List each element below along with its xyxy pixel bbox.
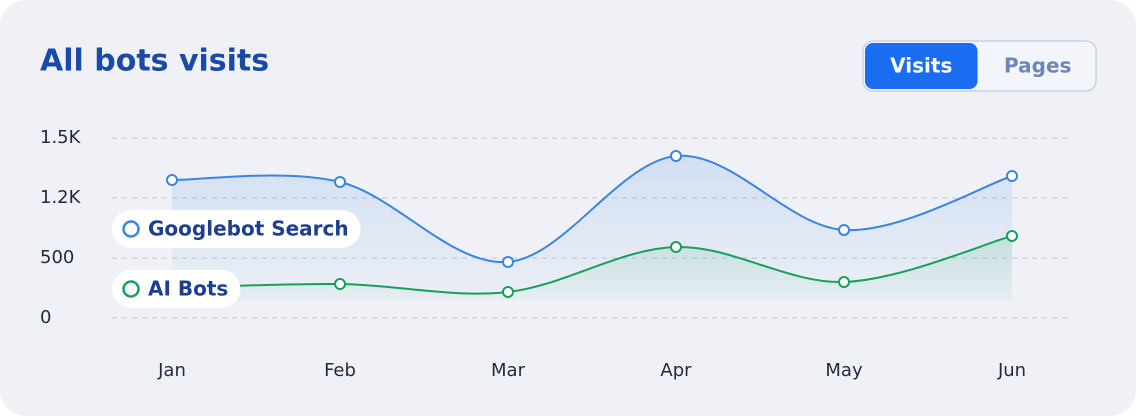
y-tick-label: 0 xyxy=(40,307,51,328)
point xyxy=(502,285,514,298)
y-tick-label: 1.5K xyxy=(40,127,82,148)
point xyxy=(1006,229,1018,242)
point xyxy=(502,255,514,268)
toggle: Visits Pages xyxy=(865,43,1071,89)
legend-icon xyxy=(122,280,140,298)
point xyxy=(670,241,682,254)
point xyxy=(838,276,850,288)
y-tick-label: 500 xyxy=(40,247,74,268)
area xyxy=(172,155,1012,300)
y-tick-label: 1.2K xyxy=(40,187,82,208)
legend-pill xyxy=(112,270,241,308)
point xyxy=(1006,170,1018,182)
line xyxy=(171,154,1013,263)
x-tick-label: Jun xyxy=(997,360,1026,381)
toggle-option[interactable]: Visits xyxy=(890,54,952,78)
point xyxy=(838,223,850,236)
chart-title: All bots visits xyxy=(40,44,269,79)
line xyxy=(171,235,1013,295)
legend-pill xyxy=(112,210,361,248)
legend-label: AI Bots xyxy=(148,277,228,301)
x-tick-label: Mar xyxy=(491,360,526,381)
legend-label: Googlebot Search xyxy=(148,217,349,241)
toggle-active[interactable] xyxy=(865,43,978,89)
legend: Googlebot Search AI Bots xyxy=(112,210,361,308)
point xyxy=(166,174,178,186)
x-tick-label: Jan xyxy=(157,360,186,381)
x-tick-label: Feb xyxy=(324,360,356,381)
x-tick-label: Apr xyxy=(660,360,692,381)
x-tick-label: May xyxy=(825,360,863,381)
point xyxy=(334,278,346,291)
toggle-option[interactable]: Pages xyxy=(1004,54,1071,78)
point xyxy=(670,150,682,162)
point xyxy=(334,176,346,188)
legend-icon xyxy=(122,220,140,238)
plot xyxy=(166,150,1018,300)
